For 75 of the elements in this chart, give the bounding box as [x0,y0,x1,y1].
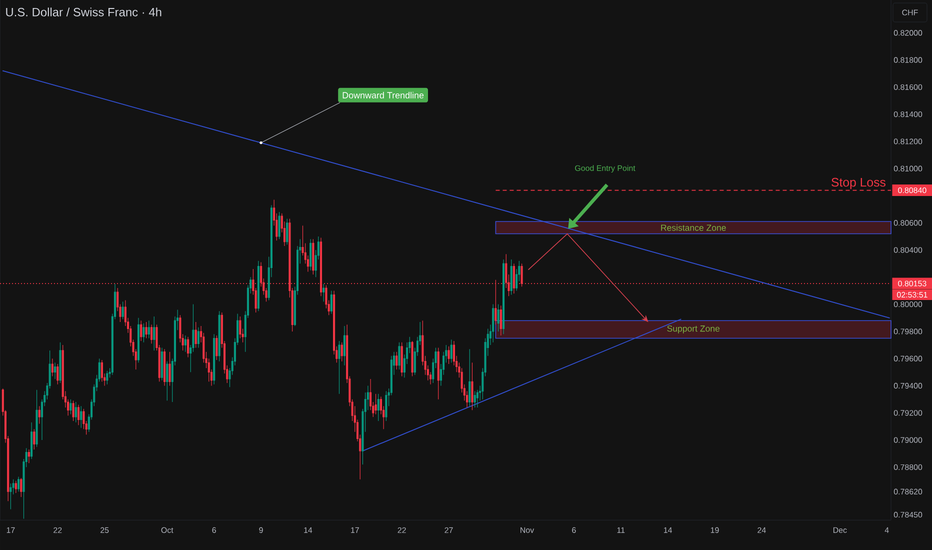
candlestick [56,364,59,385]
candlestick [213,334,216,385]
candlestick [10,483,12,510]
candlestick [17,476,20,492]
candlestick [340,342,343,362]
candlestick [257,260,260,312]
candlestick [145,322,148,339]
candlestick [330,290,332,314]
candlestick [30,422,33,460]
candlestick [168,352,171,386]
candlestick [322,284,325,302]
candlestick [278,212,280,240]
band-label: Resistance Zone [661,224,726,231]
candlestick [510,259,512,296]
candlestick [140,320,142,342]
text: U.S. Dollar / Swiss Franc · 4h [6,8,162,16]
candlestick [312,238,314,275]
candlestick [411,340,414,377]
candlestick [142,323,145,343]
candlestick [77,404,80,426]
candlestick [36,390,38,448]
candlestick [150,324,153,344]
candlestick [194,322,197,348]
candlestick [492,304,494,343]
candlestick [197,327,200,348]
candlestick [310,238,312,271]
candlestick [502,259,505,334]
candlestick [51,358,54,377]
candlestick [396,352,398,370]
candlestick [437,347,440,400]
candlestick [385,390,388,422]
candlestick [100,360,103,382]
candlestick [166,361,168,401]
candlestick [468,348,471,406]
candlestick [20,478,22,498]
candlestick [398,342,400,370]
candlestick [33,428,36,450]
candlestick [512,263,515,294]
annotation: Stop Loss [832,178,886,190]
candlestick [14,480,17,494]
candlestick [122,301,124,320]
candlestick [450,339,452,363]
candlestick [338,340,340,394]
candlestick [377,394,380,422]
candlestick [374,394,377,415]
annotation: Downward Trendline [342,92,424,98]
candlestick [28,449,30,464]
candlestick [70,399,72,415]
candlestick [164,348,166,386]
band-label: Support Zone [667,325,720,334]
candlestick [38,406,40,424]
candlestick [500,305,502,336]
candlestick [106,370,108,385]
candlestick [72,400,74,422]
candlestick [400,342,403,377]
candlestick [476,390,478,408]
candlestick [184,335,186,352]
candlestick [474,390,476,408]
candlestick [448,346,450,364]
candlestick [54,362,56,380]
candlestick [74,402,77,423]
candlestick [160,347,163,381]
candlestick [148,320,150,339]
candlestick [216,335,218,360]
candlestick [59,342,62,384]
candlestick [471,362,474,410]
candlestick [218,310,220,362]
candlestick [239,316,242,339]
candlestick [343,326,346,366]
candlestick [286,218,288,245]
candlestick [153,316,156,351]
candlestick [497,304,500,332]
candlestick [137,318,140,363]
candlestick [80,406,82,428]
candlestick [186,336,190,358]
